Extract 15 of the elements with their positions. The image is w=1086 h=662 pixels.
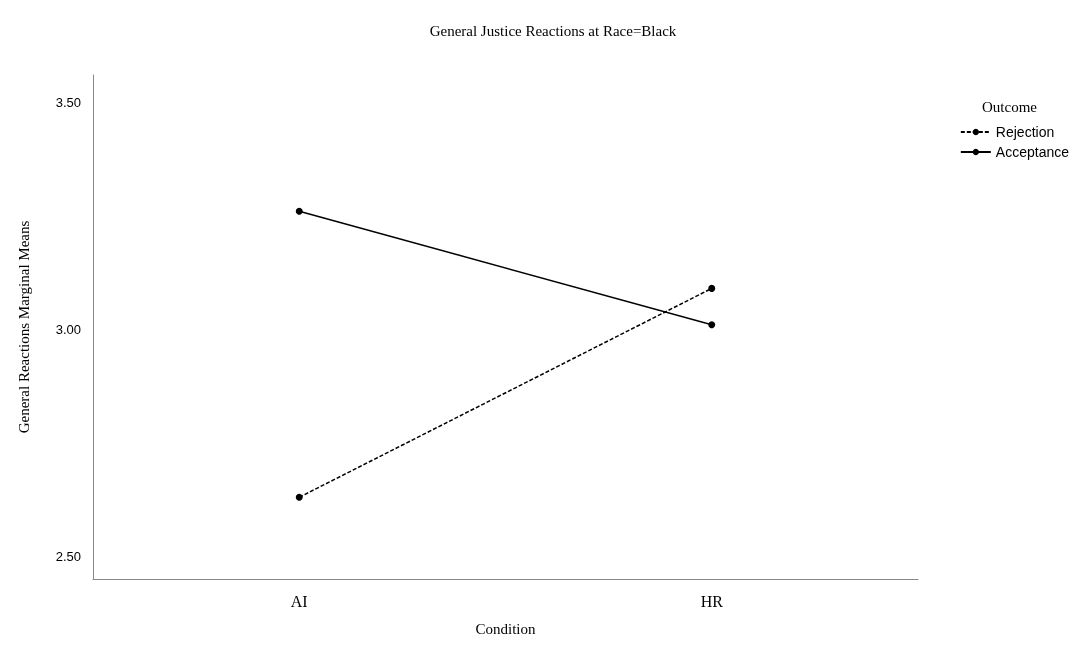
point — [708, 284, 716, 292]
chart-title: General Justice Reactions at Race=Black — [429, 22, 677, 39]
point — [295, 493, 303, 501]
point — [295, 207, 303, 215]
y-tick-label: 2.50 — [55, 548, 81, 564]
legend-label: Acceptance — [995, 144, 1070, 160]
point — [708, 321, 716, 329]
y-tick-label: 3.50 — [55, 94, 81, 110]
y-tick-label: 3.00 — [55, 321, 81, 337]
x-tick-label: AI — [290, 592, 308, 610]
legend-title: Outcome — [982, 98, 1038, 115]
y-axis-title: General Reactions Marginal Means — [15, 220, 32, 434]
legend-label: Rejection — [995, 124, 1055, 140]
x-axis-title: Condition — [475, 620, 536, 637]
x-tick-label: HR — [700, 592, 724, 610]
